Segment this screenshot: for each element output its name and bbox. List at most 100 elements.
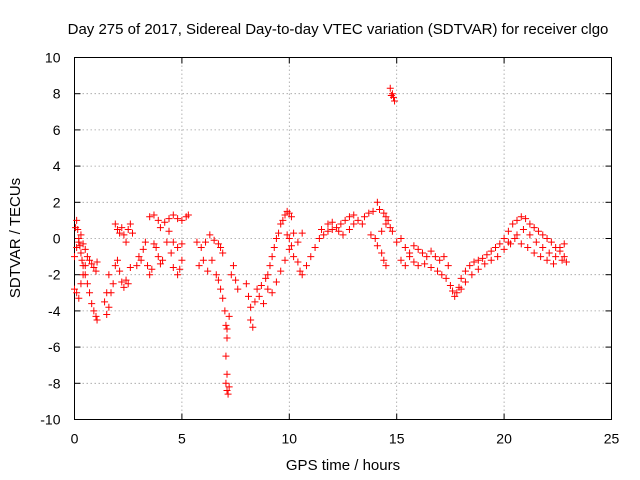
data-point — [222, 379, 230, 387]
data-point — [500, 235, 508, 242]
data-point — [524, 244, 532, 252]
data-point — [178, 256, 186, 264]
data-point — [234, 285, 242, 293]
data-point — [128, 229, 136, 237]
data-point — [513, 216, 521, 224]
data-point — [354, 216, 362, 224]
data-point — [406, 253, 414, 261]
y-axis-title: SDTVAR / TECUs — [7, 178, 24, 298]
data-point — [223, 325, 231, 333]
data-point — [77, 249, 85, 257]
data-point — [139, 245, 147, 253]
data-point — [120, 283, 128, 291]
data-point — [101, 298, 109, 306]
data-point — [427, 247, 435, 255]
data-point — [93, 258, 101, 266]
data-point — [298, 271, 306, 279]
data-point — [184, 211, 192, 219]
data-point — [496, 240, 504, 248]
data-point — [154, 253, 162, 261]
data-point — [324, 220, 332, 228]
data-point — [414, 262, 422, 270]
data-point — [376, 206, 384, 214]
y-tick-label: -8 — [48, 375, 61, 391]
data-point — [272, 235, 280, 242]
data-point — [522, 215, 530, 223]
data-point — [81, 245, 89, 253]
data-point — [255, 292, 263, 300]
data-point — [479, 254, 487, 262]
data-point — [382, 220, 390, 228]
data-point — [474, 265, 482, 273]
data-point — [373, 242, 381, 250]
data-point — [277, 267, 285, 275]
data-point — [247, 316, 255, 324]
data-point — [167, 249, 175, 257]
data-point — [90, 307, 98, 315]
y-tick-label: 10 — [45, 50, 61, 66]
data-point — [380, 256, 388, 264]
data-point — [453, 289, 461, 297]
y-tick-label: 6 — [53, 122, 61, 138]
data-point — [133, 262, 141, 270]
y-tick-label: -10 — [40, 412, 60, 428]
data-point — [560, 240, 568, 248]
data-point — [223, 334, 231, 342]
data-point — [75, 238, 83, 246]
data-point — [161, 218, 169, 226]
data-point — [388, 90, 396, 98]
data-point — [122, 238, 130, 246]
data-point — [558, 256, 566, 264]
data-point — [287, 242, 295, 250]
data-point — [242, 280, 250, 288]
data-point — [444, 262, 452, 270]
grid — [74, 57, 612, 420]
data-point — [154, 216, 162, 224]
data-point — [103, 311, 111, 319]
data-point — [526, 231, 534, 239]
data-point — [350, 211, 358, 219]
data-point — [144, 262, 152, 270]
data-point — [225, 312, 233, 320]
data-point — [386, 84, 394, 92]
data-point — [285, 209, 293, 217]
data-point — [152, 244, 160, 252]
data-point — [93, 316, 101, 324]
data-point — [333, 224, 341, 232]
data-point — [146, 271, 154, 279]
data-point — [487, 247, 495, 255]
data-point — [543, 235, 551, 242]
chart-title: Day 275 of 2017, Sidereal Day-to-day VTE… — [68, 21, 609, 38]
data-point — [150, 240, 158, 248]
data-point — [249, 323, 257, 331]
data-point — [461, 278, 469, 286]
data-point — [217, 285, 225, 293]
data-point — [73, 289, 81, 297]
data-point — [222, 352, 230, 360]
data-point — [311, 244, 319, 252]
x-tick-labels: 0 5 10 15 20 25 — [71, 431, 620, 447]
data-point — [178, 240, 186, 248]
data-point — [492, 244, 500, 252]
data-point — [382, 262, 390, 270]
data-point — [223, 370, 231, 378]
data-point — [481, 260, 489, 268]
x-tick-label: 10 — [282, 431, 298, 447]
data-point — [105, 303, 113, 311]
data-point — [386, 224, 394, 232]
data-point — [165, 215, 173, 223]
data-point — [337, 220, 345, 228]
y-tick-label: 0 — [53, 231, 61, 247]
data-point — [281, 256, 289, 264]
data-point — [156, 224, 164, 232]
y-tick-label: -4 — [48, 303, 61, 319]
data-point — [176, 265, 184, 273]
data-point — [73, 216, 81, 224]
data-point — [165, 227, 173, 235]
data-point — [504, 227, 512, 235]
data-point — [345, 213, 353, 221]
data-point — [195, 262, 203, 270]
data-point — [76, 242, 84, 250]
data-point — [307, 253, 315, 261]
